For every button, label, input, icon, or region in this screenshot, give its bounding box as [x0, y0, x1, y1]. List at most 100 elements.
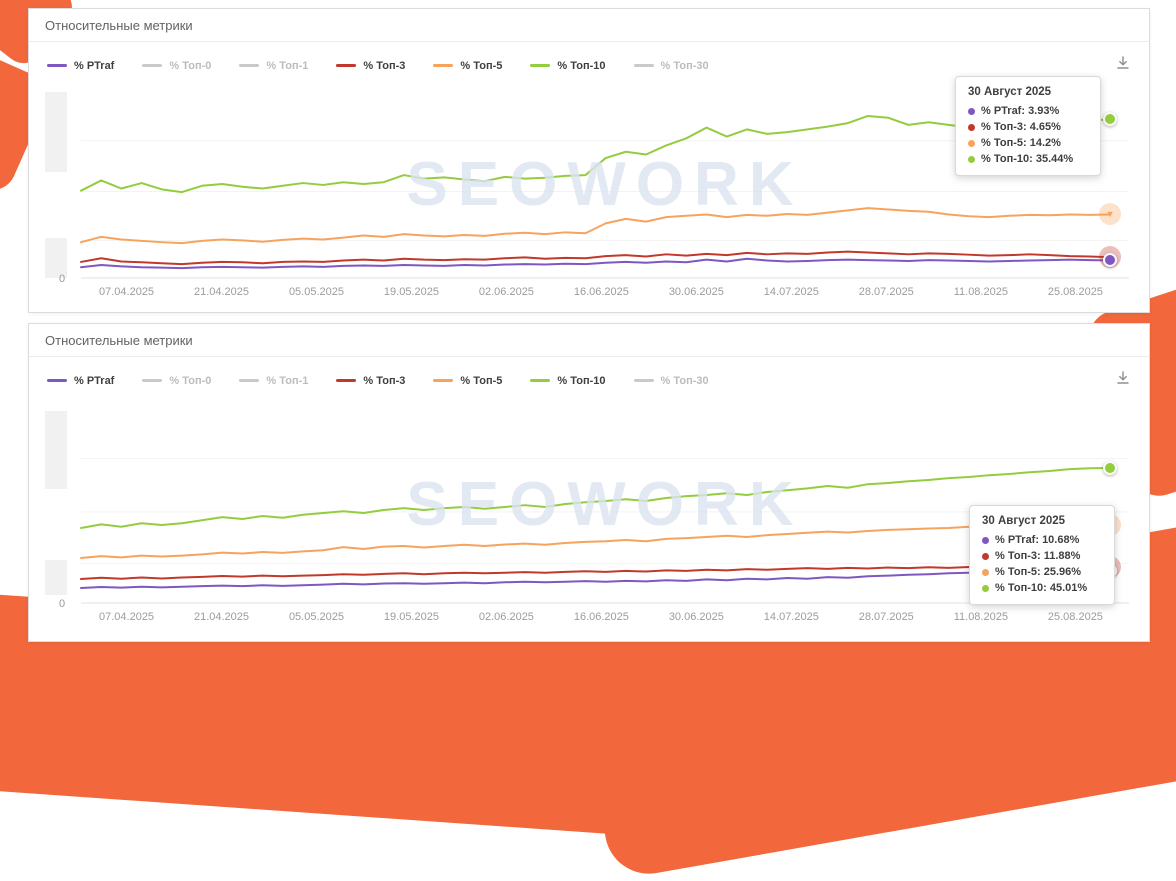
x-axis: 07.04.2025 21.04.2025 05.05.2025 19.05.2025… — [81, 286, 1129, 298]
legend-label: % Топ-10 — [557, 374, 606, 387]
tooltip-row: % Топ-3: 11.88% — [982, 550, 1102, 562]
series-line-ptraf — [81, 259, 1110, 268]
legend-item-топ-10[interactable]: % Топ-10 — [530, 59, 606, 72]
tooltip-series-value: % Топ-3: 4.65% — [981, 121, 1061, 133]
tooltip-row: % Топ-5: 25.96% — [982, 566, 1102, 578]
y-axis-placeholder — [45, 92, 67, 172]
plot-area[interactable]: SEOWORK 0 30 Август 2025 % PTraf: 10.68%… — [45, 405, 1129, 610]
tooltip-series-dot — [968, 139, 975, 147]
y-axis-zero-label: 0 — [59, 273, 66, 285]
tooltip-series-value: % Топ-3: 11.88% — [995, 550, 1081, 562]
tooltip-series-dot — [982, 568, 989, 576]
tooltip-rows: % PTraf: 10.68% % Топ-3: 11.88% % Топ-5: 2… — [982, 534, 1102, 594]
x-axis-label: 16.06.2025 — [573, 286, 629, 298]
x-axis-label: 02.06.2025 — [478, 611, 534, 623]
tooltip-row: % PTraf: 3.93% — [968, 105, 1088, 117]
x-axis-label: 11.08.2025 — [953, 611, 1008, 623]
x-axis-label: 16.06.2025 — [573, 611, 629, 623]
series-end-marker-топ-10 — [1103, 112, 1118, 127]
chart-tooltip: 30 Август 2025 % PTraf: 10.68% % Топ-3: 1… — [969, 505, 1115, 605]
x-axis-label: 07.04.2025 — [99, 286, 155, 298]
legend-label: % Топ-30 — [660, 374, 709, 387]
series-line-топ-3 — [81, 252, 1110, 265]
x-axis-label: 19.05.2025 — [383, 611, 439, 623]
legend-label: % Топ-10 — [557, 59, 606, 72]
legend-swatch — [433, 379, 454, 382]
legend-item-топ-30[interactable]: % Топ-30 — [633, 374, 709, 387]
legend-label: % PTraf — [74, 59, 115, 72]
legend-item-топ-1[interactable]: % Топ-1 — [239, 60, 308, 72]
legend-label: % Топ-0 — [169, 59, 212, 72]
legend-label: % Топ-0 — [169, 374, 212, 387]
legend-item-топ-0[interactable]: % Топ-0 — [142, 60, 211, 72]
tooltip-row: % PTraf: 10.68% — [982, 534, 1102, 546]
x-axis-label: 05.05.2025 — [288, 286, 344, 298]
x-axis-label: 28.07.2025 — [858, 286, 914, 298]
legend-swatch — [142, 64, 163, 67]
tooltip-row: % Топ-5: 14.2% — [968, 137, 1088, 149]
tooltip-date: 30 Август 2025 — [982, 515, 1066, 527]
legend-item-топ-10[interactable]: % Топ-10 — [530, 374, 606, 387]
legend-item-топ-3[interactable]: % Топ-3 — [336, 60, 405, 72]
x-axis-label: 11.08.2025 — [953, 286, 1008, 298]
legend-row: % PTraf % Топ-0 % Топ-1 % Топ-3 % Топ-5 % Топ… — [29, 357, 1149, 395]
legend-item-ptraf[interactable]: % PTraf — [47, 375, 114, 387]
legend-item-топ-30[interactable]: % Топ-30 — [633, 60, 709, 72]
series-end-marker-топ-10 — [1103, 460, 1118, 475]
tooltip-row: % Топ-10: 45.01% — [982, 582, 1102, 594]
series-line-топ-5 — [81, 208, 1110, 243]
legend-swatch — [239, 64, 260, 67]
legend-label: % Топ-1 — [266, 374, 309, 387]
legend-swatch — [530, 64, 551, 67]
series-line-топ-10 — [81, 116, 1110, 192]
tooltip-series-value: % Топ-10: 45.01% — [995, 582, 1088, 594]
y-axis-placeholder — [45, 238, 67, 278]
x-axis-label: 21.04.2025 — [193, 286, 250, 298]
legend-item-топ-0[interactable]: % Топ-0 — [142, 375, 211, 387]
download-button[interactable] — [1115, 55, 1131, 76]
tooltip-series-dot — [968, 155, 975, 163]
legend-item-топ-5[interactable]: % Топ-5 — [433, 60, 502, 72]
tooltip-series-dot — [982, 584, 989, 592]
line-chart[interactable] — [81, 405, 1129, 603]
line-chart[interactable] — [81, 90, 1129, 278]
legend-swatch — [530, 379, 551, 382]
download-button[interactable] — [1115, 370, 1131, 391]
legend-label: % Топ-5 — [460, 59, 503, 72]
legend-item-ptraf[interactable]: % PTraf — [47, 60, 114, 72]
legend-label: % Топ-5 — [460, 374, 503, 387]
chart-legend: % PTraf % Топ-0 % Топ-1 % Топ-3 % Топ-5 % Топ… — [47, 60, 1115, 72]
x-axis-label: 21.04.2025 — [193, 611, 250, 623]
x-axis-label: 28.07.2025 — [858, 611, 914, 623]
download-icon — [1115, 370, 1131, 391]
legend-item-топ-3[interactable]: % Топ-3 — [336, 375, 405, 387]
legend-row: % PTraf % Топ-0 % Топ-1 % Топ-3 % Топ-5 % Топ… — [29, 42, 1149, 80]
x-axis-label: 14.07.2025 — [763, 286, 819, 298]
legend-swatch — [433, 64, 454, 67]
legend-swatch — [142, 379, 163, 382]
x-axis-label: 02.06.2025 — [478, 286, 534, 298]
triangle-down-icon: ▼ — [1105, 208, 1115, 219]
tooltip-series-dot — [968, 123, 975, 131]
series-line-топ-10 — [81, 468, 1110, 528]
chart-tooltip: 30 Август 2025 % PTraf: 3.93% % Топ-3: 4.… — [955, 76, 1101, 176]
tooltip-rows: % PTraf: 3.93% % Топ-3: 4.65% % Топ-5: 14.… — [968, 105, 1088, 165]
tooltip-row: % Топ-10: 35.44% — [968, 153, 1088, 165]
x-axis-label: 14.07.2025 — [763, 611, 819, 623]
tooltip-series-value: % PTraf: 3.93% — [981, 105, 1060, 117]
tooltip-series-value: % Топ-5: 14.2% — [981, 137, 1061, 149]
series-end-marker-ptraf — [1103, 253, 1118, 268]
x-axis-label: 19.05.2025 — [383, 286, 439, 298]
series-end-marker-топ-5: ▼ — [1099, 203, 1122, 226]
chart-legend: % PTraf % Топ-0 % Топ-1 % Топ-3 % Топ-5 % Топ… — [47, 375, 1115, 387]
tooltip-row: % Топ-3: 4.65% — [968, 121, 1088, 133]
y-axis-zero-label: 0 — [59, 598, 66, 610]
plot-area[interactable]: SEOWORK 0 30 Август 2025 % PTraf: 3.93%%… — [45, 76, 1129, 285]
tooltip-series-value: % PTraf: 10.68% — [995, 534, 1080, 546]
legend-item-топ-5[interactable]: % Топ-5 — [433, 375, 502, 387]
legend-swatch — [239, 379, 260, 382]
tooltip-series-dot — [982, 536, 989, 544]
x-axis-label: 30.06.2025 — [668, 611, 724, 623]
legend-item-топ-1[interactable]: % Топ-1 — [239, 375, 308, 387]
x-axis-label: 25.08.2025 — [1047, 611, 1103, 623]
